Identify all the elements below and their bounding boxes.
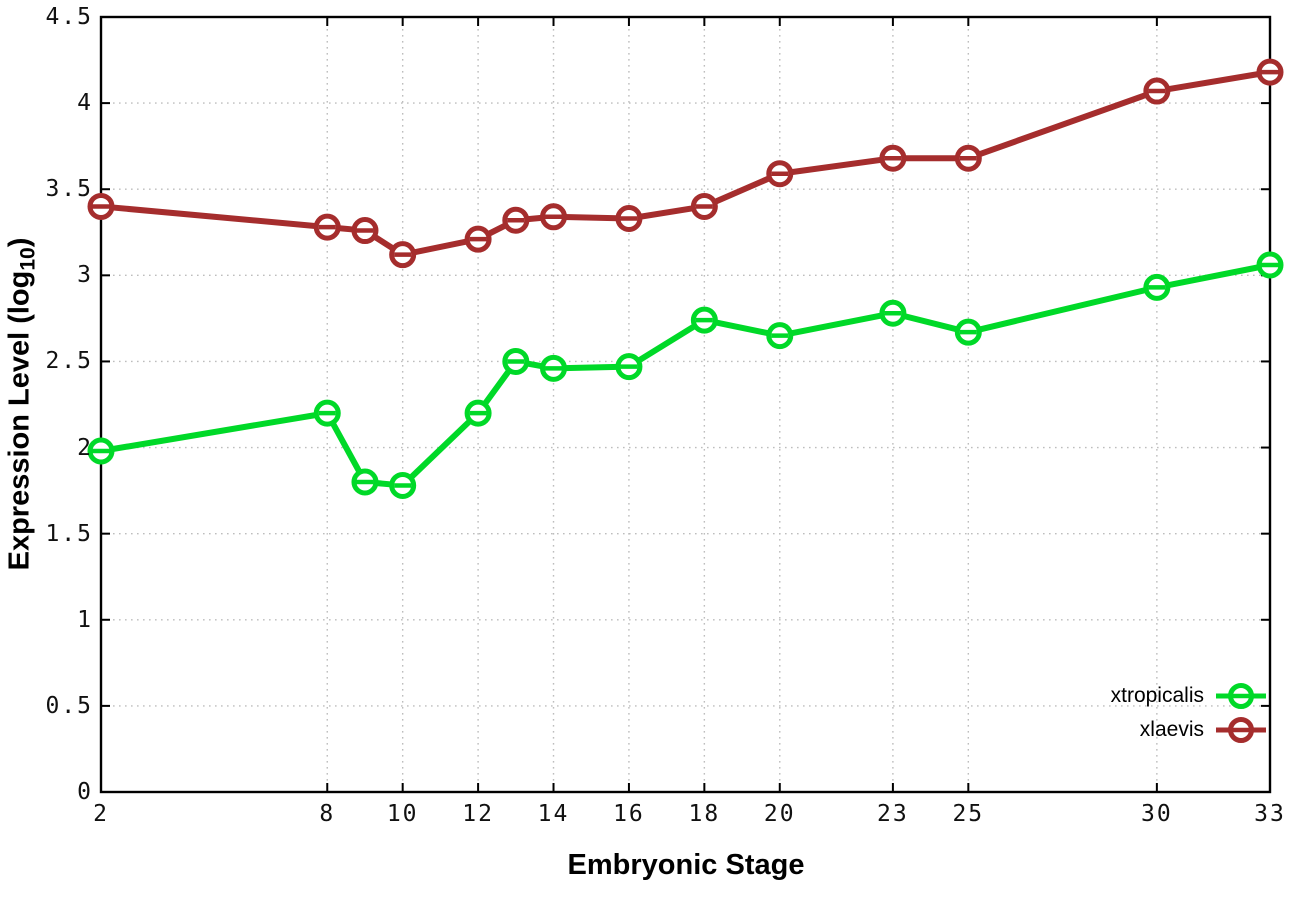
y-tick-label: 1.5 [45,520,93,547]
x-tick-label: 16 [613,801,645,827]
data-point [502,206,530,234]
data-point [879,144,907,172]
data-point [540,354,568,382]
data-point [502,347,530,375]
x-tick-label: 14 [537,801,570,827]
y-tick-label: 4.5 [45,4,93,30]
y-axis-title-suffix: ) [3,237,36,248]
data-point [766,322,794,350]
x-tick-label: 20 [763,801,796,827]
data-point [1256,251,1284,279]
x-tick-label: 12 [462,801,494,827]
data-point [1143,77,1171,105]
x-tick-label: 8 [319,801,336,827]
y-axis-title: Expression Level (log10) [4,238,41,571]
data-point [540,203,568,231]
data-point [954,144,982,172]
gridlines [101,17,1270,792]
y-tick-label: 2.5 [45,348,93,375]
legend-item-xtropicalis: xtropicalis [1111,680,1268,712]
plot-border [99,15,1272,794]
data-point [954,318,982,346]
legend-marker-xtropicalis [1216,683,1266,709]
data-point [1143,273,1171,301]
data-point [615,205,643,232]
legend-label: xtropicalis [1110,684,1204,707]
data-point [389,241,417,269]
legend: xtropicalis xlaevis [1111,680,1268,746]
y-tick-label: 2 [77,434,93,461]
data-point [351,217,379,245]
x-tick-label: 30 [1141,801,1173,827]
y-tick-label: 1 [77,606,93,633]
legend-sample-circle [1228,717,1254,743]
x-axis-title: Embryonic Stage [567,849,805,881]
data-point [1256,58,1284,86]
data-point [313,213,341,241]
y-tick-label: 4 [77,90,93,117]
data-point [313,399,341,427]
x-tick-label: 2 [93,801,109,827]
legend-marker-xlaevis [1216,717,1266,743]
data-point [766,160,794,188]
series-line-xlaevis [98,69,1273,258]
data-point [690,192,718,220]
x-tick-label: 18 [688,801,721,827]
series-xlaevis [87,58,1284,269]
y-axis-title-text: Expression Level (log [3,270,36,571]
data-point [464,225,492,253]
series-line-xtropicalis [98,262,1273,489]
x-tick-label: 25 [952,801,985,827]
legend-sample-circle [1228,683,1254,709]
data-point [464,399,492,427]
data-point [87,437,115,465]
data-point [389,471,417,499]
data-point [690,306,718,334]
data-point [351,468,379,496]
y-tick-label: 3.5 [45,176,93,203]
y-tick-label: 3 [77,262,93,289]
data-point [615,353,643,381]
y-axis-title-subscript: 10 [16,247,40,271]
x-tick-label: 23 [877,801,909,827]
x-tick-label: 10 [386,801,419,827]
x-tick-label: 33 [1254,801,1286,827]
data-point [87,192,115,220]
tick-marks [100,16,1271,793]
legend-item-xlaevis: xlaevis [1111,714,1268,746]
series-xtropicalis [87,251,1284,499]
y-tick-label: 0.5 [45,692,93,719]
data-point [879,299,907,327]
y-tick-label: 0 [77,779,93,805]
legend-label: xlaevis [1139,718,1204,741]
